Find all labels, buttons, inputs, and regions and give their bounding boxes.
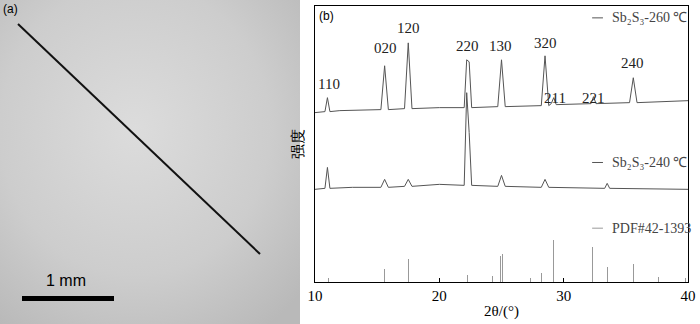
svg-text:120: 120: [397, 20, 420, 36]
svg-text:240: 240: [621, 55, 644, 71]
svg-text:Sb₂S₃-240 ℃: Sb₂S₃-240 ℃: [612, 155, 688, 170]
svg-text:110: 110: [318, 76, 340, 92]
svg-text:1 mm: 1 mm: [46, 272, 86, 289]
svg-text:2θ/(°): 2θ/(°): [484, 303, 519, 320]
svg-text:20: 20: [432, 288, 447, 304]
svg-text:强度: 强度: [289, 129, 307, 159]
svg-text:020: 020: [374, 40, 397, 56]
svg-text:211: 211: [544, 90, 566, 106]
svg-text:30: 30: [556, 288, 571, 304]
svg-text:320: 320: [534, 35, 557, 51]
svg-text:10: 10: [308, 288, 323, 304]
svg-text:40: 40: [681, 288, 696, 304]
svg-text:PDF#42-1393: PDF#42-1393: [612, 221, 691, 236]
svg-text:Sb₂S₃-260 ℃: Sb₂S₃-260 ℃: [612, 10, 688, 25]
svg-text:130: 130: [489, 38, 512, 54]
svg-text:(a): (a): [3, 2, 18, 16]
svg-text:221: 221: [582, 90, 605, 106]
svg-text:(b): (b): [319, 9, 334, 23]
svg-text:220: 220: [456, 38, 479, 54]
